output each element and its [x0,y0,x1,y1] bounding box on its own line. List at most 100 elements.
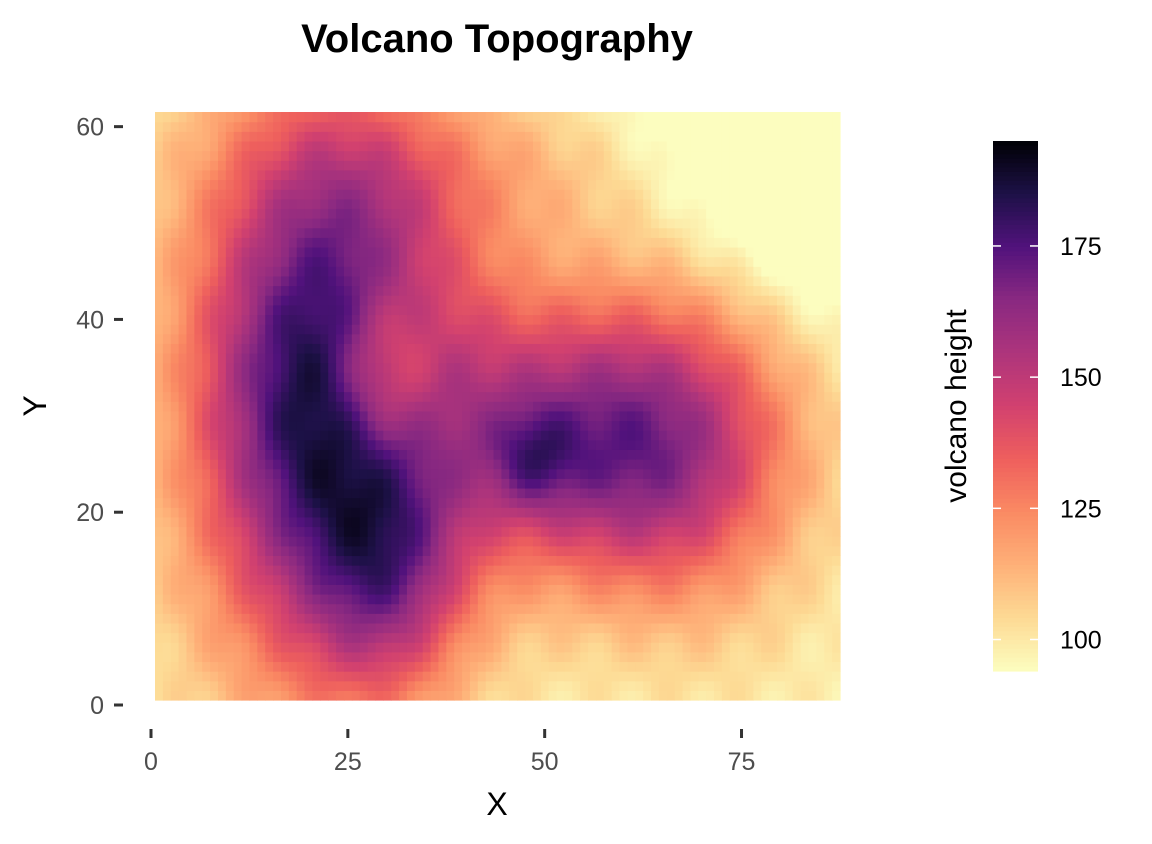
heatmap-cell [469,622,479,634]
heatmap-cell [202,227,211,238]
heatmap-cell [556,324,566,335]
heatmap-cell [469,593,479,605]
heatmap-cell [643,266,652,277]
heatmap-cell [753,565,762,576]
heatmap-cell [375,218,384,229]
heatmap-cell [406,150,416,161]
heatmap-cell [462,478,471,489]
heatmap-cell [375,468,384,479]
heatmap-cell [249,478,258,489]
heatmap-cell [249,468,258,479]
heatmap-cell [202,237,211,248]
heatmap-cell [777,613,786,624]
heatmap-cell [336,507,345,518]
heatmap-cell [178,536,188,547]
heatmap-cell [753,352,762,364]
heatmap-cell [674,304,684,316]
heatmap-cell [832,227,841,238]
heatmap-cell [532,324,542,335]
heatmap-cell [619,555,629,566]
heatmap-cell [556,179,566,190]
heatmap-cell [761,545,770,557]
heatmap-cell [792,246,802,258]
heatmap-cell [627,487,636,499]
heatmap-cell [745,555,754,566]
heatmap-cell [784,343,794,354]
heatmap-cell [532,304,542,316]
heatmap-cell [210,352,219,364]
heatmap-cell [414,459,424,470]
heatmap-cell [162,671,172,682]
heatmap-cell [635,622,644,634]
heatmap-cell [296,352,306,364]
heatmap-cell [627,256,636,267]
heatmap-cell [761,160,770,171]
heatmap-cell [273,565,282,576]
heatmap-cell [769,256,778,267]
heatmap-cell [501,459,510,470]
heatmap-cell [540,381,550,393]
heatmap-cell [580,507,589,518]
heatmap-cell [611,256,621,267]
heatmap-cell [343,584,353,595]
heatmap-cell [336,516,345,528]
heatmap-cell [241,574,251,585]
heatmap-cell [391,565,400,576]
heatmap-cell [265,401,274,412]
heatmap-cell [792,661,802,672]
heatmap-cell [808,314,817,325]
heatmap-cell [336,642,345,653]
heatmap-cell [210,381,219,393]
heatmap-cell [643,545,652,557]
heatmap-cell [674,266,684,277]
heatmap-cell [619,208,629,219]
heatmap-cell [288,304,298,316]
heatmap-cell [611,468,621,479]
heatmap-cell [296,622,306,634]
heatmap-cell [477,526,487,537]
heatmap-cell [375,545,384,557]
heatmap-cell [493,536,503,547]
heatmap-cell [430,314,440,325]
heatmap-cell [430,295,440,306]
heatmap-cell [351,410,361,422]
heatmap-cell [824,372,833,383]
heatmap-cell [501,613,510,624]
heatmap-cell [525,690,534,701]
heatmap-cell [674,593,684,605]
heatmap-cell [548,613,558,624]
heatmap-cell [658,237,668,248]
heatmap-cell [761,381,770,393]
heatmap-cell [729,651,739,663]
heatmap-cell [706,487,715,499]
heatmap-cell [422,256,432,267]
heatmap-cell [320,613,329,624]
heatmap-cell [792,362,802,373]
heatmap-cell [832,642,841,653]
heatmap-cell [784,536,794,547]
heatmap-cell [351,304,361,316]
heatmap-cell [588,179,597,190]
heatmap-cell [446,478,455,489]
heatmap-cell [304,680,314,691]
heatmap-cell [493,671,503,682]
heatmap-cell [729,593,739,605]
heatmap-cell [217,285,227,296]
heatmap-cell [375,574,384,585]
heatmap-cell [784,516,794,528]
heatmap-cell [170,218,180,229]
heatmap-cell [619,680,629,691]
heatmap-cell [769,449,778,460]
heatmap-cell [721,642,731,653]
heatmap-cell [186,140,195,152]
heatmap-cell [210,651,219,663]
heatmap-cell [414,237,424,248]
heatmap-cell [288,324,298,335]
heatmap-cell [753,680,762,691]
heatmap-cell [706,227,715,238]
heatmap-cell [658,622,668,634]
heatmap-cell [769,545,778,557]
heatmap-cell [619,613,629,624]
heatmap-cell [241,237,251,248]
heatmap-cell [336,468,345,479]
